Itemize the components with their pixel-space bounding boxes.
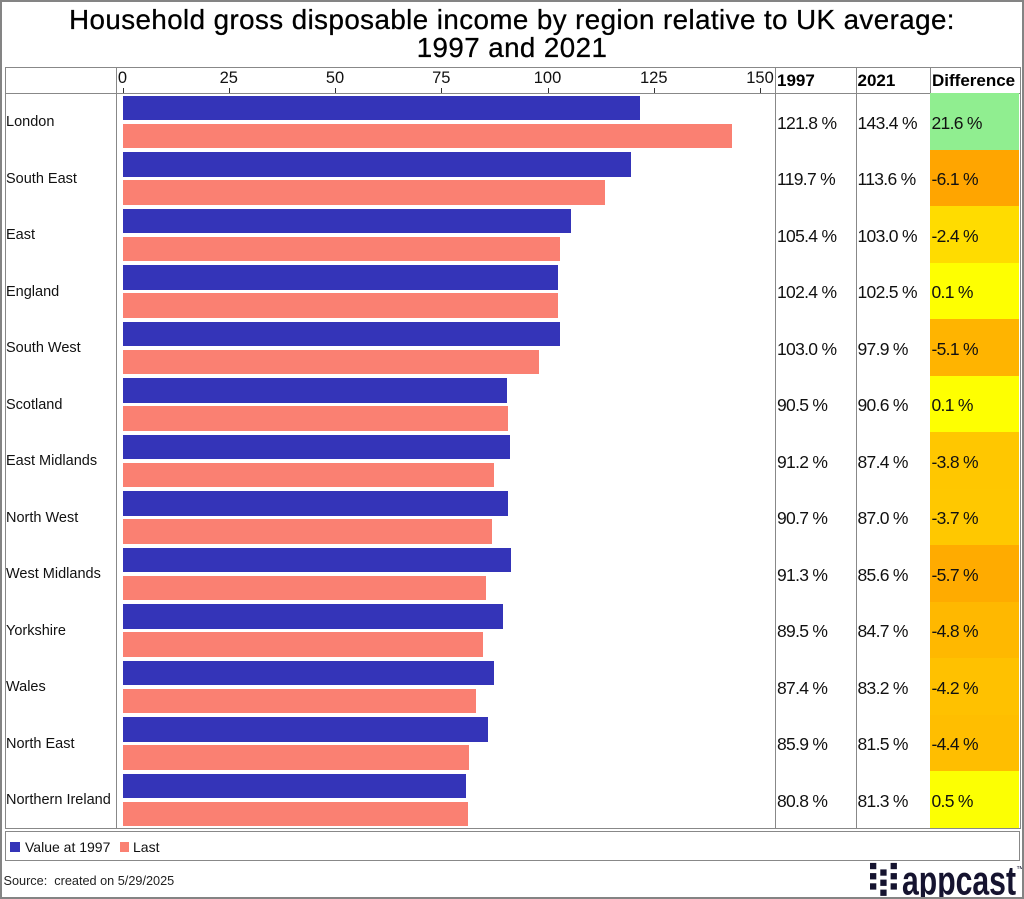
svg-text:™: ™ — [1016, 865, 1024, 874]
svg-text:appcast: appcast — [902, 859, 1016, 899]
